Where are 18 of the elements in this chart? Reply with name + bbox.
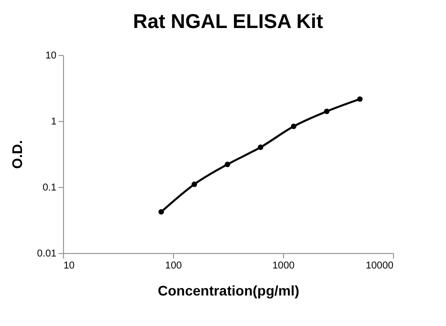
point — [158, 209, 164, 215]
y-tick-label: 1 — [50, 116, 57, 128]
y-tick-label: 0.01 — [37, 248, 57, 260]
x-tick-label: 10 — [64, 260, 76, 272]
point — [357, 96, 363, 102]
x-tick-label: 100 — [165, 260, 182, 272]
point — [258, 144, 264, 150]
x-tick-label: 1000 — [272, 260, 296, 272]
y-tick-label: 10 — [45, 50, 57, 62]
y-tick-label: 0.1 — [42, 182, 57, 194]
point — [192, 182, 198, 187]
chart-title: Rat NGAL ELISA Kit — [132, 11, 324, 33]
x-tick-label: 10000 — [366, 260, 394, 272]
x-axis-title: Concentration(pg/ml) — [158, 282, 300, 298]
y-axis-title: O.D. — [9, 140, 26, 169]
point — [324, 108, 330, 114]
point — [290, 124, 296, 130]
point — [224, 162, 230, 168]
